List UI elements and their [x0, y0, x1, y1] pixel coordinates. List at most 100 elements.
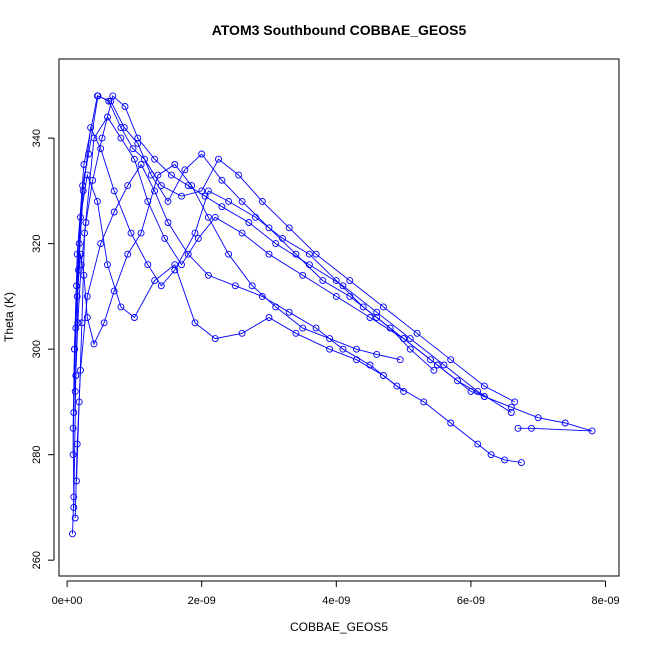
x-tick-label: 0e+00: [52, 595, 83, 607]
data-point: [353, 345, 360, 353]
data-point: [201, 192, 209, 200]
data-point: [73, 282, 80, 290]
data-point: [70, 409, 78, 416]
data-point: [144, 261, 152, 269]
data-point: [447, 356, 455, 364]
data-point: [299, 271, 307, 279]
data-point: [440, 361, 448, 369]
data-point: [90, 340, 98, 348]
data-point: [238, 329, 246, 337]
data-point: [406, 345, 414, 353]
data-point: [447, 419, 455, 427]
data-point: [178, 192, 185, 200]
data-point: [204, 271, 212, 279]
data-point: [78, 319, 86, 327]
data-point: [137, 161, 145, 168]
chart-title: ATOM3 Southbound COBBAE_GEOS5: [212, 22, 467, 38]
data-point: [144, 197, 152, 205]
data-point: [198, 150, 206, 158]
data-point: [110, 287, 118, 295]
data-point: [248, 282, 256, 290]
series-6: [73, 161, 404, 364]
series-layer: [69, 92, 596, 538]
series-line: [74, 163, 522, 519]
data-point: [238, 197, 246, 205]
data-point: [71, 387, 79, 395]
data-point: [258, 197, 266, 205]
data-point: [70, 503, 78, 511]
data-point: [117, 134, 125, 142]
data-point: [285, 224, 293, 232]
series-line: [72, 95, 593, 534]
plot-frame: [58, 58, 620, 577]
x-tick-label: 6e-09: [457, 595, 485, 607]
data-point: [305, 261, 313, 269]
data-point: [507, 403, 515, 411]
data-point: [82, 219, 90, 226]
data-point: [379, 372, 387, 379]
data-point: [127, 229, 135, 237]
data-point: [194, 234, 202, 242]
data-point: [72, 324, 80, 332]
data-point: [346, 277, 354, 285]
data-point: [211, 335, 219, 343]
series-line: [74, 95, 512, 413]
series-2: [71, 161, 525, 522]
data-point: [171, 266, 179, 274]
data-point: [406, 335, 414, 343]
data-point: [305, 250, 313, 258]
data-point: [83, 292, 91, 300]
data-point: [433, 361, 441, 369]
data-point: [181, 166, 189, 174]
data-point: [292, 329, 300, 337]
data-point: [93, 197, 101, 205]
data-point: [400, 387, 408, 395]
data-point: [312, 324, 320, 332]
data-point: [151, 155, 159, 163]
data-point: [69, 451, 77, 459]
data-point: [312, 250, 320, 258]
data-point: [534, 414, 542, 422]
data-point: [130, 314, 138, 321]
data-point: [332, 292, 340, 300]
data-point: [137, 229, 145, 237]
data-point: [171, 161, 179, 168]
data-point: [129, 145, 137, 153]
data-point: [480, 382, 488, 390]
data-point: [184, 182, 192, 190]
data-point: [79, 187, 87, 195]
series-line: [76, 116, 485, 482]
data-point: [332, 277, 340, 285]
data-point: [104, 261, 111, 269]
data-point: [285, 308, 293, 316]
data-point: [105, 97, 113, 105]
data-point: [588, 427, 596, 435]
data-point: [511, 398, 519, 406]
data-point: [373, 308, 381, 316]
data-point: [373, 314, 381, 321]
data-point: [124, 250, 132, 258]
data-point: [467, 387, 475, 395]
data-point: [204, 213, 212, 221]
data-point: [272, 240, 280, 248]
data-point: [79, 182, 87, 190]
data-point: [151, 277, 159, 285]
data-point: [204, 187, 212, 195]
y-axis: 260 280 300 320 340: [31, 129, 55, 569]
data-point: [98, 134, 106, 142]
data-point: [252, 213, 259, 221]
data-point: [487, 451, 495, 459]
y-tick-label: 260: [31, 551, 43, 569]
data-point: [157, 282, 165, 290]
x-tick-label: 2e-09: [188, 595, 216, 607]
series-8: [70, 92, 519, 416]
data-point: [501, 456, 509, 464]
data-point: [94, 92, 102, 100]
data-point: [109, 92, 117, 100]
data-point: [130, 155, 138, 163]
data-point: [359, 303, 367, 311]
series-7: [71, 92, 515, 416]
data-point: [104, 113, 111, 121]
data-point: [110, 208, 118, 216]
data-point: [396, 356, 404, 364]
